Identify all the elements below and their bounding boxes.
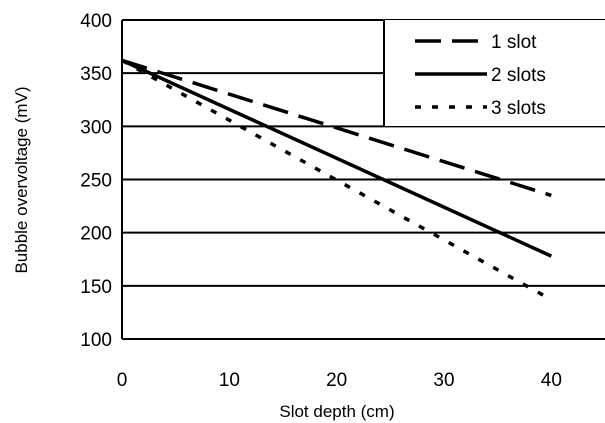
y-tick-label-400: 400 [80, 11, 112, 32]
y-tick-label-350: 350 [80, 64, 112, 85]
x-tick-label-10: 10 [219, 370, 240, 391]
y-tick-label-250: 250 [80, 171, 112, 192]
y-tick-label-150: 150 [80, 277, 112, 298]
series-line-3 [121, 58, 553, 302]
y-tick-label-200: 200 [80, 224, 112, 245]
series-line-1 [121, 58, 552, 198]
x-axis-label: Slot depth (cm) [279, 402, 394, 421]
legend-label-1: 1 slot [491, 32, 537, 53]
legend-label-2: 2 slots [491, 65, 546, 86]
y-tick-labels: 100 150 200 250 300 350 400 [80, 11, 112, 351]
x-tick-labels: 0 10 20 30 40 [117, 370, 562, 391]
y-tick-label-300: 300 [80, 117, 112, 138]
y-tick-label-100: 100 [80, 330, 112, 351]
x-tick-label-40: 40 [541, 370, 562, 391]
x-tick-label-20: 20 [326, 370, 347, 391]
legend-label-3: 3 slots [491, 98, 546, 119]
legend-items: 1 slot 2 slots 3 slots [415, 32, 546, 119]
series-layer [121, 58, 553, 302]
plot-frame [121, 20, 605, 340]
x-tick-label-30: 30 [433, 370, 454, 391]
gridlines [122, 19, 605, 340]
y-axis-label: Bubble overvoltage (mV) [12, 86, 31, 273]
x-tick-label-0: 0 [117, 370, 128, 391]
series-line-2 [121, 58, 553, 258]
